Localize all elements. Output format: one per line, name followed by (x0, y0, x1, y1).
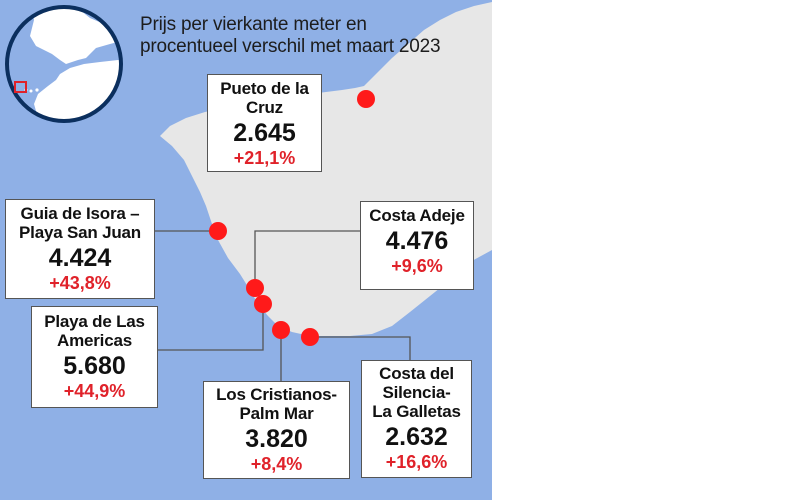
location-name: Palm Mar (239, 404, 314, 423)
map-title-line-1: Prijs per vierkante meter en (140, 14, 367, 35)
location-price: 2.645 (233, 119, 296, 147)
highlight-rectangle-icon (14, 81, 27, 93)
location-name: Costa del (379, 364, 454, 383)
leader-line-costa-adeje (254, 230, 360, 288)
marker-puerto-de-la-cruz[interactable] (357, 90, 375, 108)
location-name: Americas (57, 331, 132, 350)
map-area: Prijs per vierkante meter en procentueel… (0, 0, 492, 500)
label-costa-del-silencio: Costa del Silencia- La Galletas 2.632 +1… (361, 360, 472, 478)
location-price: 5.680 (63, 352, 126, 380)
location-name: Los Cristianos- (216, 385, 337, 404)
location-change: +44,9% (63, 381, 126, 401)
label-costa-adeje: Costa Adeje 4.476 +9,6% (360, 201, 474, 290)
location-change: +9,6% (391, 256, 443, 276)
leader-line-costa-silencio (310, 336, 411, 360)
location-name: Playa de Las (44, 312, 145, 331)
marker-los-cristianos[interactable] (272, 321, 290, 339)
location-name: Cruz (246, 98, 283, 117)
label-los-cristianos: Los Cristianos- Palm Mar 3.820 +8,4% (203, 381, 350, 479)
location-name: Pueto de la (220, 79, 309, 98)
location-name: Silencia- (382, 383, 451, 402)
location-change: +21,1% (233, 148, 296, 168)
location-change: +43,8% (49, 273, 111, 293)
location-change: +8,4% (250, 454, 303, 474)
map-title-line-2: procentueel verschil met maart 2023 (140, 36, 441, 57)
location-name: Playa San Juan (19, 223, 141, 242)
location-price: 2.632 (385, 423, 448, 451)
label-playa-de-las-americas: Playa de Las Americas 5.680 +44,9% (31, 306, 158, 408)
location-change: +16,6% (385, 452, 448, 472)
marker-guia-de-isora[interactable] (209, 222, 227, 240)
marker-costa-del-silencio[interactable] (301, 328, 319, 346)
label-puerto-de-la-cruz: Pueto de la Cruz 2.645 +21,1% (207, 74, 322, 172)
location-name: Costa Adeje (369, 206, 465, 225)
leader-line-playa-americas (158, 304, 264, 351)
location-price: 4.424 (48, 244, 112, 272)
label-guia-de-isora: Guia de Isora – Playa San Juan 4.424 +43… (5, 199, 155, 299)
location-price: 3.820 (245, 425, 308, 453)
marker-costa-adeje[interactable] (246, 279, 264, 297)
locator-map (5, 5, 123, 123)
marker-playa-de-las-americas[interactable] (254, 295, 272, 313)
location-price: 4.476 (385, 227, 449, 255)
location-name: Guia de Isora – (20, 204, 140, 223)
map-title: Prijs per vierkante meter en procentueel… (140, 14, 480, 58)
iberia-landmass (30, 7, 121, 64)
location-name: La Galletas (372, 402, 461, 421)
